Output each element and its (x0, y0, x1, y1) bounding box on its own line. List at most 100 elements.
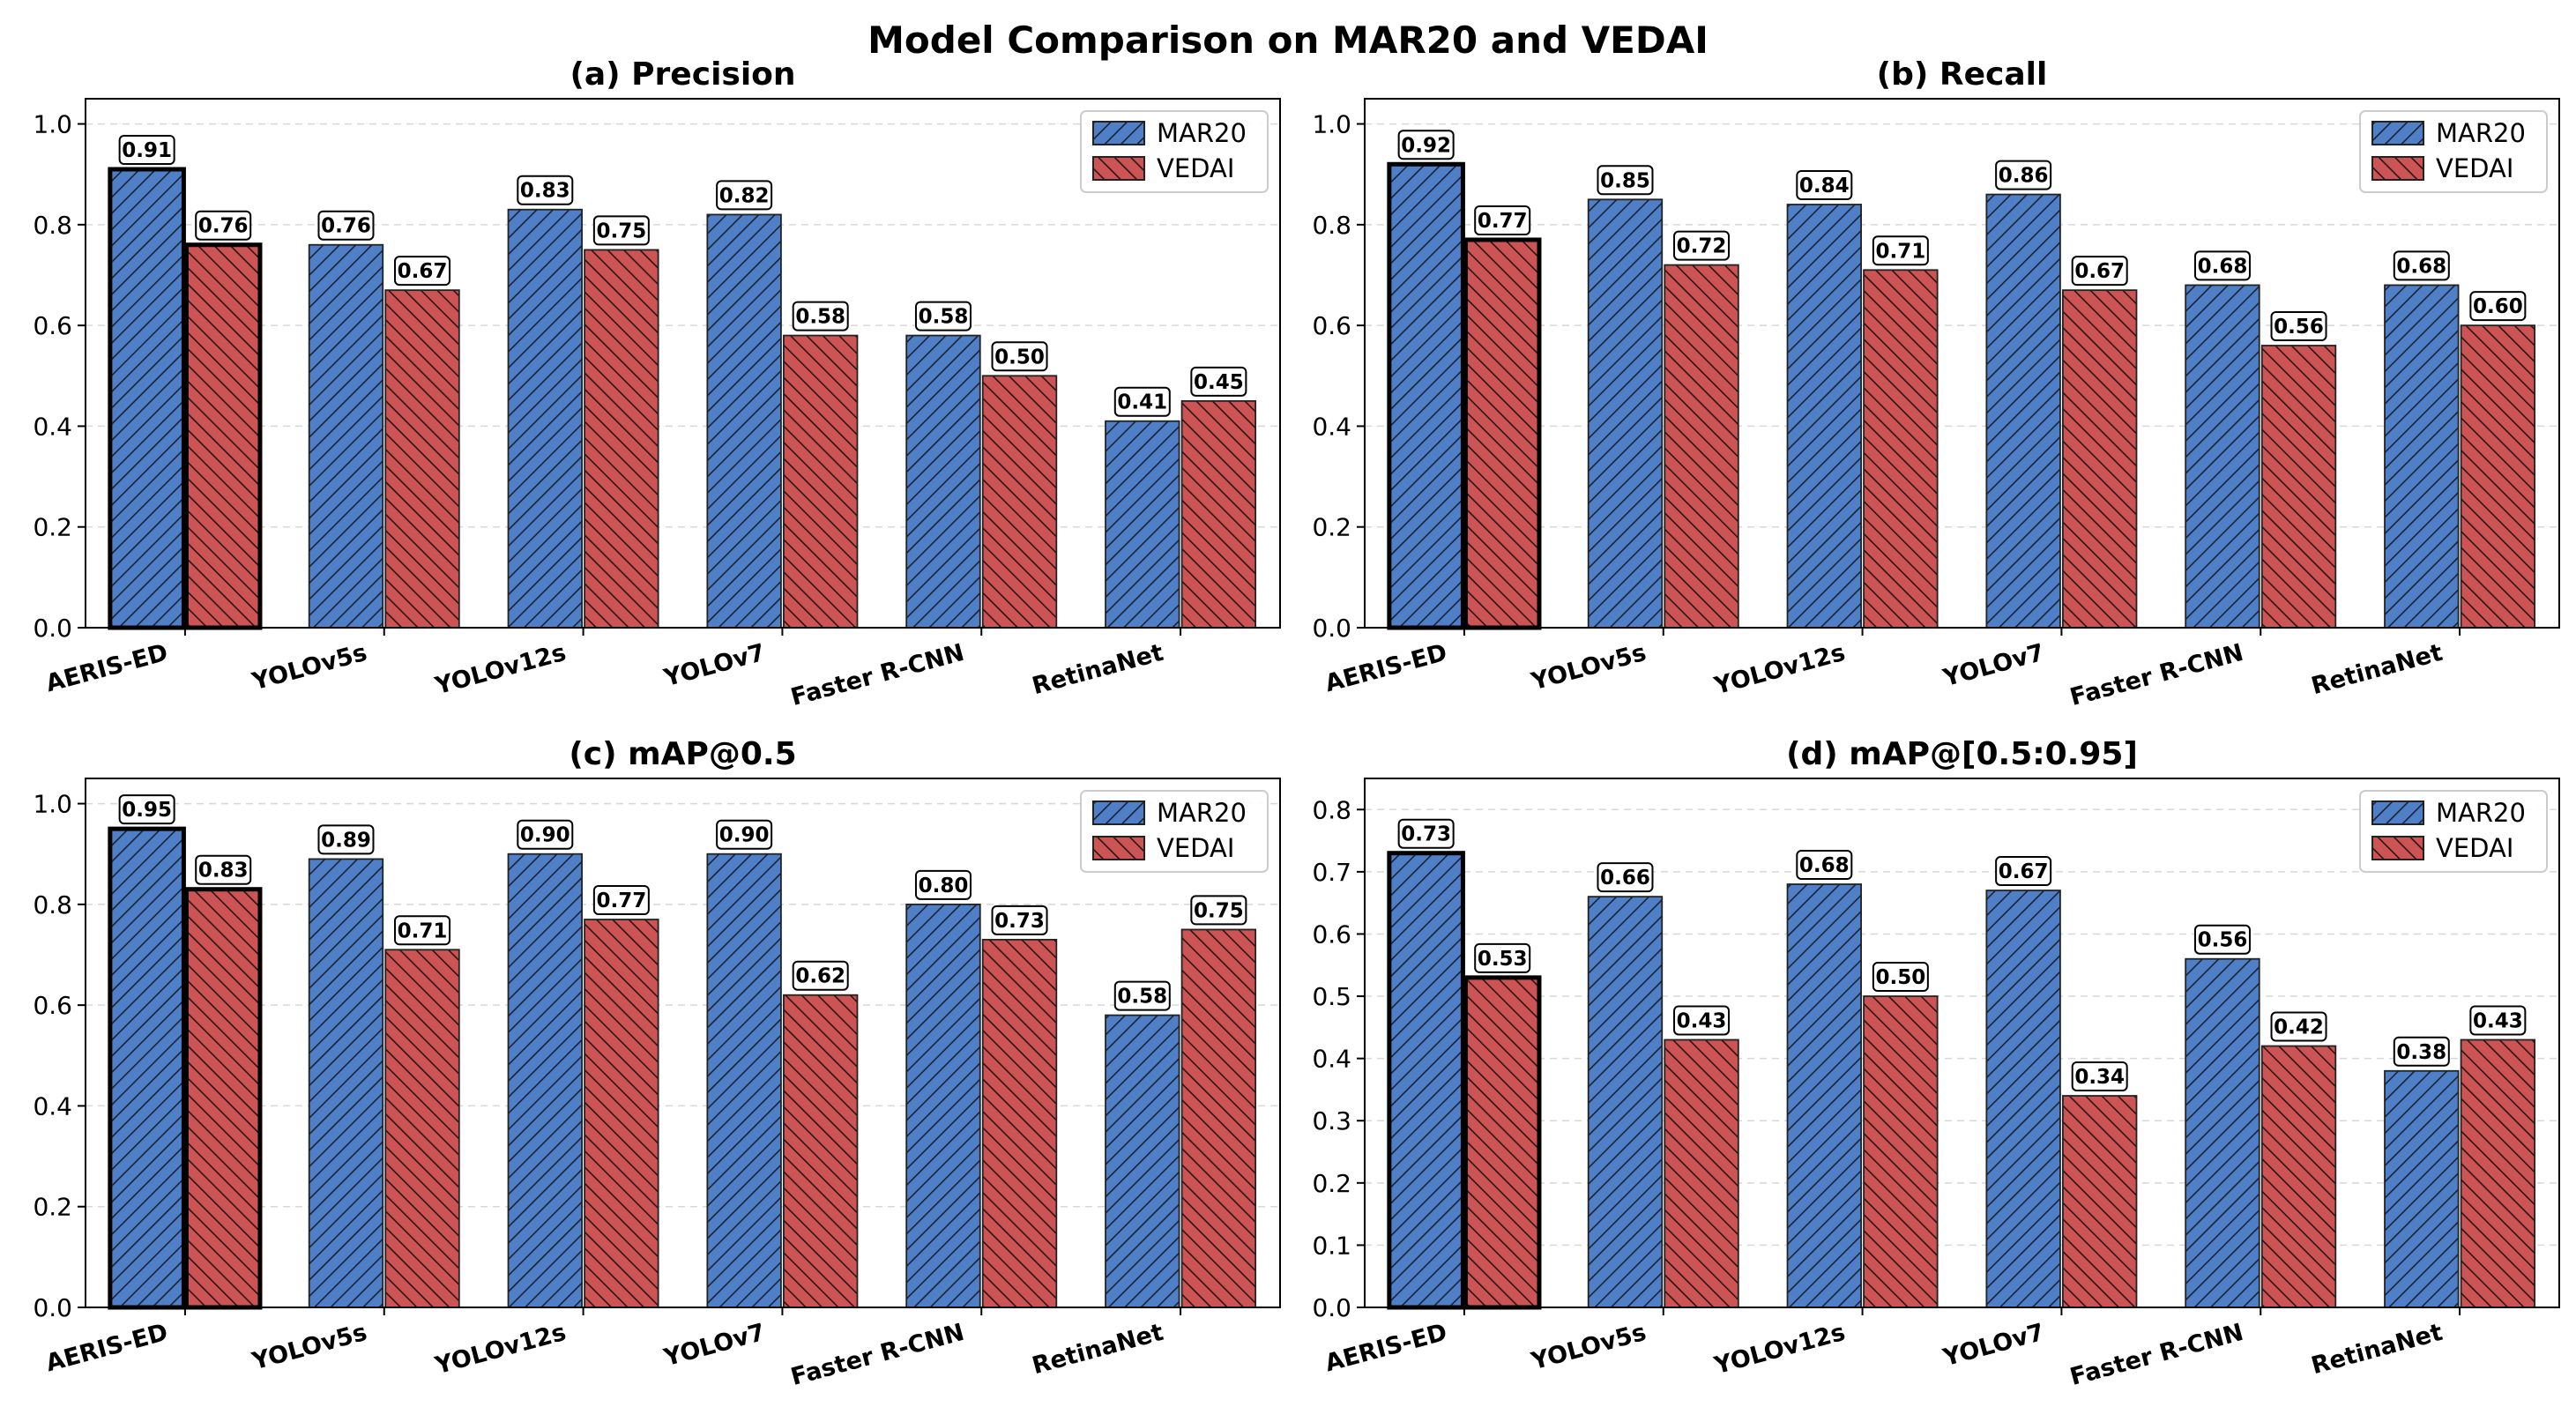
legend-label: MAR20 (1157, 118, 1247, 148)
y-tick-label: 0.4 (1312, 1045, 1351, 1074)
bar-vedai-yolov5s (384, 289, 460, 629)
value-label-box (1474, 205, 1531, 235)
x-tick-label: AERIS-ED (43, 1319, 171, 1378)
y-tick-label: 0.6 (33, 311, 72, 340)
value-label: 0.73 (1401, 823, 1451, 846)
value-label-box (592, 215, 650, 246)
bar-vedai-yolov7 (2062, 289, 2138, 629)
bar-vedai-yolov12s (584, 919, 659, 1308)
bar-vedai-yolov12s (584, 249, 659, 629)
y-tick-label: 0.1 (1312, 1231, 1351, 1260)
value-label: 0.89 (321, 829, 371, 852)
value-label-box (1113, 980, 1171, 1011)
value-label-box (914, 869, 972, 900)
bar-mar20-aeris-ed (1387, 851, 1465, 1310)
value-label: 0.43 (1677, 1009, 1727, 1032)
value-label: 0.45 (1194, 371, 1244, 394)
value-label: 0.43 (2473, 1009, 2523, 1032)
bar-mar20-yolov12s (1786, 204, 1862, 629)
value-label-box (1397, 818, 1455, 849)
value-label: 0.73 (994, 910, 1045, 933)
legend-swatch-mar20 (2371, 800, 2424, 825)
bar-vedai-faster-r-cnn (2260, 345, 2337, 629)
bar-vedai-retinanet (2460, 324, 2536, 629)
y-tick-label: 0.2 (1312, 1169, 1351, 1198)
bar-vedai-aeris-ed (183, 887, 263, 1310)
y-tick-label: 0.3 (1312, 1106, 1351, 1135)
x-tick-label: YOLOv12s (1711, 1319, 1849, 1381)
value-label-box (1995, 160, 2052, 190)
y-tick-label: 0.4 (33, 1091, 72, 1120)
x-tick-label: YOLOv12s (432, 1319, 570, 1381)
value-label-box (1397, 130, 1455, 160)
bar-vedai-retinanet (1180, 928, 1257, 1308)
value-label: 0.75 (596, 220, 646, 242)
bar-vedai-retinanet (2460, 1039, 2536, 1308)
legend-label: VEDAI (2436, 833, 2513, 863)
legend-swatch-mar20 (2371, 121, 2424, 145)
bar-mar20-yolov5s (308, 243, 384, 629)
value-label: 0.84 (1799, 175, 1850, 197)
value-label-box (2469, 291, 2527, 322)
bar-vedai-aeris-ed (183, 242, 263, 630)
bar-mar20-yolov7 (706, 213, 782, 629)
x-tick-label: Faster R-CNN (788, 639, 967, 711)
legend-swatch-vedai (1092, 836, 1145, 860)
value-label: 0.83 (198, 860, 249, 882)
x-tick-label: AERIS-ED (1322, 1319, 1450, 1378)
value-label: 0.53 (1478, 948, 1528, 971)
bar-vedai-yolov5s (1664, 264, 1739, 629)
value-label: 0.86 (1999, 165, 2049, 188)
value-label: 0.80 (919, 875, 969, 897)
value-label: 0.77 (1478, 210, 1528, 233)
value-label-box (1673, 1005, 1731, 1036)
value-label-box (1872, 235, 1929, 266)
legend-label: MAR20 (1157, 798, 1247, 828)
value-label-box (2193, 924, 2251, 955)
value-label-box (1796, 850, 1853, 880)
bar-mar20-yolov12s (507, 852, 583, 1308)
x-tick-label: YOLOv7 (1939, 639, 2047, 693)
legend-swatch-vedai (1092, 156, 1145, 181)
value-label: 0.83 (520, 180, 570, 203)
value-label: 0.58 (919, 306, 969, 329)
legend-label: VEDAI (1157, 833, 1234, 863)
value-label: 0.41 (1117, 391, 1167, 414)
value-label: 0.72 (1677, 235, 1727, 258)
legend-label: MAR20 (2436, 798, 2526, 828)
y-tick-label: 1.0 (33, 790, 72, 819)
y-tick-label: 0.8 (1312, 211, 1351, 240)
bar-mar20-aeris-ed (108, 826, 186, 1310)
value-label: 0.71 (1875, 240, 1925, 263)
value-label-box (195, 854, 252, 885)
bar-mar20-aeris-ed (108, 167, 186, 630)
value-label: 0.90 (520, 824, 570, 847)
bar-vedai-yolov12s (1863, 995, 1939, 1308)
legend-label: VEDAI (1157, 153, 1234, 183)
value-label: 0.56 (2274, 316, 2324, 339)
x-tick-label: RetinaNet (2309, 1319, 2446, 1380)
bar-vedai-faster-r-cnn (981, 375, 1058, 629)
value-label: 0.56 (2198, 929, 2248, 952)
value-label: 0.77 (596, 890, 646, 912)
value-label-box (1190, 366, 1247, 397)
value-label-box (2193, 250, 2251, 281)
panel-title: (a) Precision (570, 56, 795, 93)
panel-title: (b) Recall (1877, 56, 2048, 93)
legend-label: VEDAI (2436, 153, 2513, 183)
value-label: 0.68 (2396, 255, 2446, 278)
y-tick-label: 0.6 (33, 991, 72, 1020)
value-label: 0.67 (2074, 260, 2125, 283)
y-tick-label: 0.4 (33, 412, 72, 441)
value-label: 0.42 (2274, 1016, 2324, 1039)
x-tick-label: YOLOv7 (660, 639, 768, 693)
value-label-box (2270, 1011, 2327, 1042)
legend-swatch-vedai (2371, 836, 2424, 860)
value-label: 0.66 (1600, 867, 1650, 890)
bar-mar20-faster-r-cnn (2185, 284, 2260, 629)
panel-2: 0.92 0.85 0.84 0.86 0.68 0.68 0.77 0.72 0.71 0.67… (1312, 56, 2560, 711)
bar-mar20-yolov12s (507, 208, 583, 629)
x-tick-label: YOLOv5s (249, 639, 370, 696)
value-label: 0.67 (1999, 860, 2049, 883)
value-label: 0.75 (1194, 899, 1244, 922)
